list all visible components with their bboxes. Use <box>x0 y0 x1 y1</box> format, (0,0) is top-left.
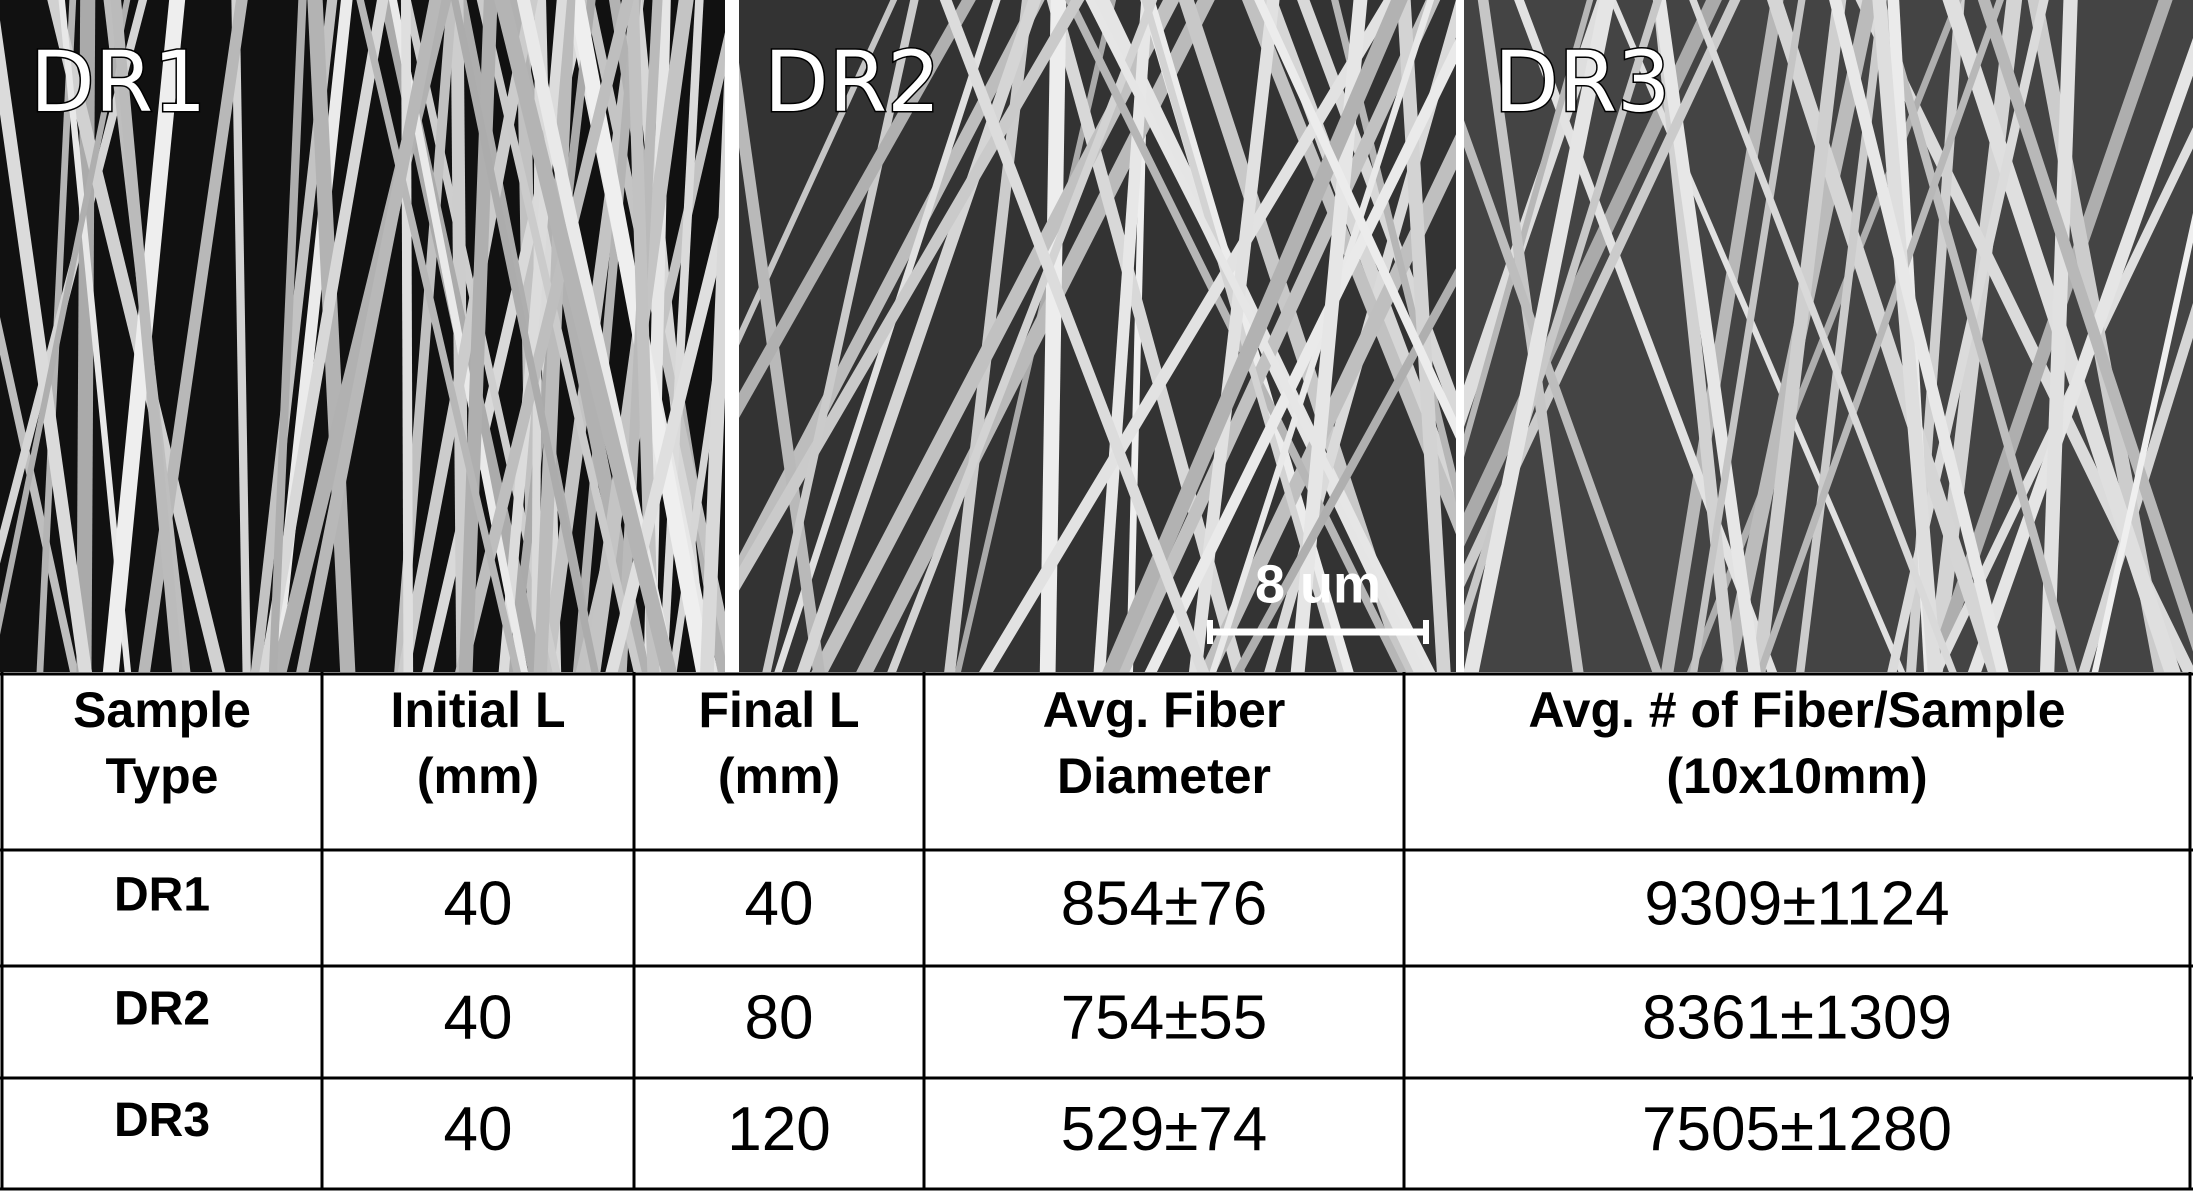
fiber <box>762 0 919 672</box>
panel-label: DR1 <box>30 33 207 131</box>
fiber <box>0 0 131 635</box>
fiber <box>138 0 248 672</box>
table-cell: 80 <box>745 983 814 1052</box>
header-cell: (10x10mm) <box>1666 748 1927 804</box>
table-cell: 40 <box>444 1095 513 1164</box>
table-cell: 754±55 <box>1061 983 1267 1052</box>
fiber <box>0 20 93 672</box>
fiber <box>1464 0 1615 672</box>
fiber <box>1977 0 2193 652</box>
fiber <box>1144 38 1456 672</box>
table-cell: 40 <box>444 983 513 1052</box>
panel-label: DR2 <box>764 33 941 131</box>
fiber <box>1477 0 1584 672</box>
fiber <box>1689 0 1957 672</box>
header-cell: Sample <box>73 682 251 738</box>
fiber <box>887 0 1158 672</box>
fiber <box>1660 0 1784 672</box>
fiber <box>76 0 96 672</box>
fiber <box>939 0 1210 672</box>
fiber <box>1876 0 2078 672</box>
fiber <box>1199 134 1456 672</box>
table-cell: 8361±1309 <box>1642 983 1952 1052</box>
fiber <box>356 0 521 672</box>
fiber <box>572 0 641 672</box>
fiber <box>1039 0 1067 672</box>
fiber <box>1242 0 1456 535</box>
fiber <box>700 58 725 672</box>
fiber <box>1464 0 1612 427</box>
fiber <box>231 0 251 672</box>
fiber <box>1829 0 2009 672</box>
fiber <box>1795 0 1887 672</box>
fiber <box>2091 212 2193 672</box>
fiber <box>0 316 79 672</box>
fiber <box>259 0 389 672</box>
fiber <box>1609 0 1906 672</box>
header-cell: Diameter <box>1057 748 1271 804</box>
fiber <box>1751 0 1847 672</box>
header-cell: (mm) <box>718 748 840 804</box>
fiber <box>296 0 442 672</box>
fiber-group <box>739 0 1456 672</box>
table-cell: 40 <box>745 869 814 938</box>
fiber <box>1766 0 2004 672</box>
fiber-group <box>0 0 725 672</box>
fiber <box>1690 0 1806 672</box>
fiber <box>1925 0 2173 672</box>
fiber <box>1114 0 1441 672</box>
table-cell: 9309±1124 <box>1644 869 1949 938</box>
table-cell: 120 <box>727 1095 830 1164</box>
fiber <box>1464 0 1662 633</box>
scale-bar-label: 8 um <box>1255 554 1381 614</box>
fiber <box>1653 0 1761 672</box>
fiber <box>533 0 576 672</box>
fiber <box>476 0 642 672</box>
header-cell: Avg. Fiber <box>1043 682 1286 738</box>
table-cell: 529±74 <box>1061 1095 1267 1164</box>
fiber <box>455 0 634 672</box>
row-label: DR2 <box>114 983 210 1036</box>
fiber <box>397 0 538 672</box>
header-cell: Type <box>106 748 219 804</box>
fiber <box>1102 0 1408 672</box>
panel-label: DR3 <box>1494 33 1671 131</box>
fiber <box>1756 0 2004 672</box>
table-cell: 7505±1280 <box>1642 1095 1952 1164</box>
fiber <box>1872 0 1942 672</box>
row-label: DR1 <box>114 869 210 922</box>
fiber-group <box>1464 0 2193 672</box>
fibers <box>0 0 2193 672</box>
row-label: DR3 <box>114 1094 210 1147</box>
fiber <box>458 0 498 672</box>
fiber <box>451 0 599 672</box>
header-cell: Initial L <box>391 682 566 738</box>
fiber <box>1254 0 1456 439</box>
fiber <box>739 0 1085 591</box>
fiber <box>1233 268 1456 672</box>
fiber <box>401 0 414 672</box>
table: Sample Type Initial L (mm) Final L (mm) Avg. F… <box>0 672 2193 1192</box>
table-cell: 40 <box>444 869 513 938</box>
fiber <box>979 0 1398 672</box>
fiber <box>110 0 183 672</box>
header-cell: Final L <box>698 682 859 738</box>
header-cell: Avg. # of Fiber/Sample <box>1528 682 2065 738</box>
fiber <box>739 0 976 419</box>
fiber <box>1464 0 1741 588</box>
fiber <box>796 0 1042 672</box>
fiber <box>494 0 677 672</box>
fiber <box>268 0 307 672</box>
fiber <box>307 0 356 672</box>
fiber <box>1464 0 1594 458</box>
fiber <box>2040 0 2078 672</box>
table-bg <box>0 672 2193 1192</box>
header-cell: (mm) <box>417 748 539 804</box>
fiber <box>739 0 898 346</box>
table-cell: 854±76 <box>1061 869 1267 938</box>
fiber <box>658 0 704 672</box>
